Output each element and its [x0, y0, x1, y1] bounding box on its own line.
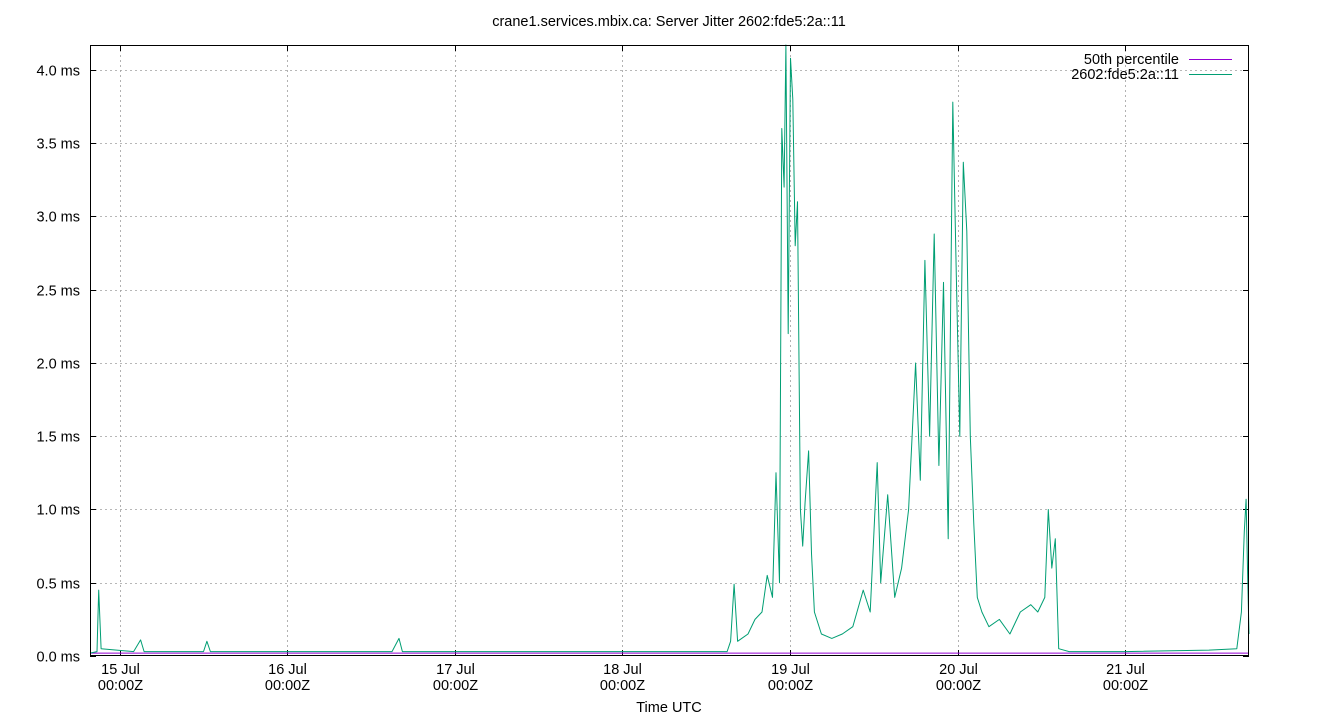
x-tick-date-label: 17 Jul [436, 662, 475, 678]
y-tick-label: 0.5 ms [36, 577, 80, 593]
y-tick-label: 4.0 ms [36, 64, 80, 80]
y-tick-label: 1.0 ms [36, 503, 80, 519]
plot-border [90, 45, 1249, 656]
x-tick-time-label: 00:00Z [1103, 678, 1148, 694]
x-tick-date-label: 19 Jul [771, 662, 810, 678]
x-tick-date-label: 16 Jul [268, 662, 307, 678]
x-tick-time-label: 00:00Z [768, 678, 813, 694]
grid-lines [90, 45, 1249, 656]
x-tick-date-label: 21 Jul [1106, 662, 1145, 678]
y-tick-label: 3.0 ms [36, 210, 80, 226]
y-tick-label: 3.5 ms [36, 137, 80, 153]
x-tick-time-label: 00:00Z [265, 678, 310, 694]
legend-label: 2602:fde5:2a::11 [1071, 67, 1179, 83]
x-tick-date-label: 20 Jul [939, 662, 978, 678]
y-tick-label: 0.0 ms [36, 650, 80, 666]
x-tick-time-label: 00:00Z [98, 678, 143, 694]
chart-title: crane1.services.mbix.ca: Server Jitter 2… [492, 14, 846, 30]
x-tick-time-label: 00:00Z [433, 678, 478, 694]
x-tick-time-label: 00:00Z [600, 678, 645, 694]
y-tick-label: 2.5 ms [36, 284, 80, 300]
x-tick-date-label: 18 Jul [603, 662, 642, 678]
x-tick-date-label: 15 Jul [101, 662, 140, 678]
y-tick-label: 2.0 ms [36, 357, 80, 373]
x-axis-label: Time UTC [636, 700, 702, 716]
x-tick-time-label: 00:00Z [936, 678, 981, 694]
y-axis-ticks: 0.0 ms 0.5 ms 1.0 ms 1.5 ms 2.0 ms 2.5 ms 3.0 … [36, 64, 1249, 666]
plot-series [89, 44, 1250, 654]
y-tick-label: 1.5 ms [36, 430, 80, 446]
legend-label: 50th percentile [1084, 52, 1179, 68]
series-line-jitter [89, 44, 1250, 654]
